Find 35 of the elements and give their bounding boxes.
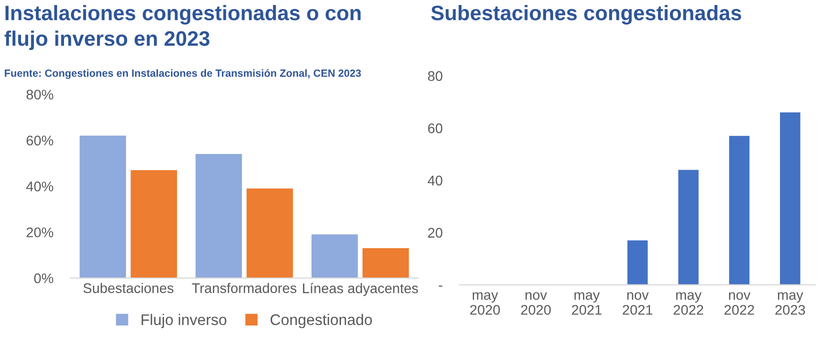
x-tick-label: may 2021	[572, 292, 602, 315]
bar	[627, 240, 648, 285]
y-tick-label: -	[438, 286, 442, 287]
bar	[362, 248, 409, 278]
x-tick-label: nov 2022	[724, 292, 754, 315]
y-tick-label: 0%	[34, 273, 54, 284]
y-tick-label: 20	[428, 228, 442, 238]
x-tick-label: Subestaciones	[83, 282, 174, 294]
x-tick-label: may 2023	[775, 292, 805, 315]
bar	[80, 136, 126, 278]
x-tick-label: may 2022	[674, 292, 704, 315]
bar	[780, 112, 800, 285]
y-tick-label: 80	[428, 71, 442, 81]
x-tick-label: may 2020	[470, 292, 500, 315]
bar	[130, 170, 178, 278]
legend-label: Flujo inverso	[142, 314, 226, 328]
y-tick-label: 60	[428, 123, 442, 134]
bar	[729, 136, 750, 285]
bar	[678, 170, 699, 285]
bar	[196, 154, 242, 278]
x-tick-label: nov 2021	[622, 292, 652, 315]
chart-subtitle: Fuente: Congestiones en Instalaciones de Transmisión Zonal, CEN 2023	[4, 69, 361, 79]
y-tick-label: 40	[428, 176, 442, 186]
x-tick-label: Líneas adyacentes	[303, 282, 418, 296]
legend-label: Congestionado	[270, 314, 372, 328]
x-tick-label: Transformadores	[192, 282, 296, 294]
y-tick-label: 20%	[26, 227, 54, 238]
bar	[246, 188, 293, 278]
x-tick-label: nov 2020	[521, 292, 551, 315]
y-tick-label: 80%	[26, 90, 54, 100]
bar	[311, 234, 358, 278]
y-tick-label: 60%	[26, 136, 54, 146]
chart-title: Instalaciones congestionadas o con flujo inverso en 2023	[4, 5, 361, 50]
chart-title: Subestaciones congestionadas	[431, 5, 742, 25]
y-tick-label: 40%	[26, 182, 54, 192]
